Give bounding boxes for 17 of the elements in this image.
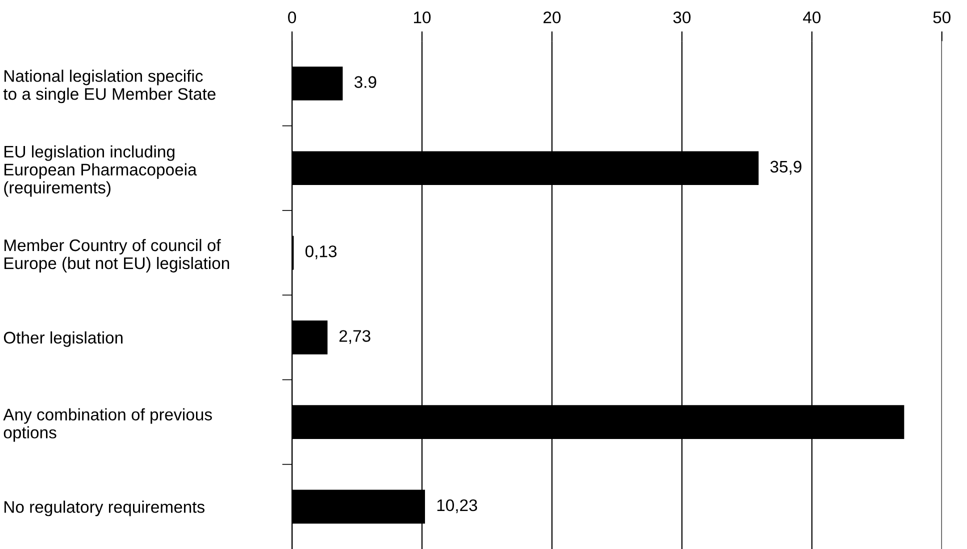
y-tick-label: National legislation specific to a single EU Member State — [3, 70, 216, 104]
data-label: 2,73 — [339, 330, 370, 344]
x-tick-label: 20 — [544, 11, 561, 24]
data-label: 0,13 — [305, 245, 337, 260]
data-label: 35,9 — [770, 160, 802, 175]
x-tick-label: 0 — [288, 11, 296, 24]
y-tick-label: No regulatory requirements — [4, 500, 204, 516]
x-tick-label: 30 — [673, 11, 691, 24]
data-label: 10,23 — [437, 499, 478, 514]
data-label: 3.9 — [354, 76, 376, 88]
x-tick-label: 10 — [414, 11, 431, 24]
x-tick-label: 50 — [933, 11, 950, 24]
y-tick-label: Member Country of council of Europe (but not EU) legislation — [4, 238, 230, 272]
y-tick-label: Any combination of previous options — [3, 408, 212, 442]
y-tick-label: EU legislation including European Pharmacopoeia (requirements) — [4, 145, 197, 197]
y-tick-label: Other legislation — [4, 331, 122, 347]
x-tick-label: 40 — [803, 11, 821, 24]
